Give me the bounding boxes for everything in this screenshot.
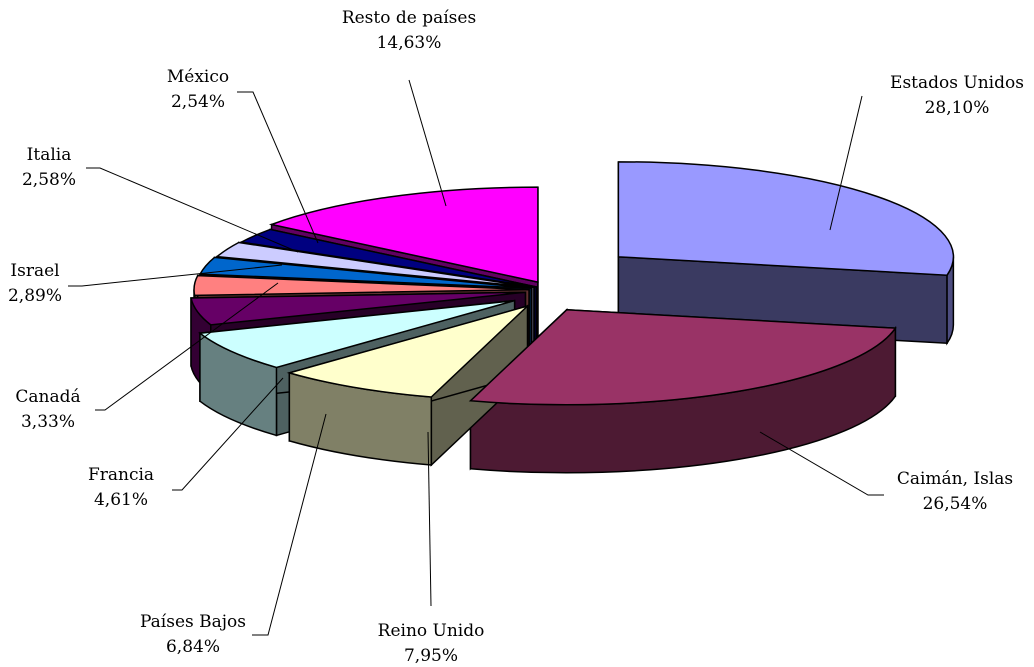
slice-labels: Estados Unidos 28,10% Caimán, Islas 26,54% R… bbox=[8, 8, 1024, 666]
slice-value-label: 26,54% bbox=[923, 494, 988, 514]
leader-line bbox=[172, 377, 284, 491]
slice-value-label: 6,84% bbox=[166, 637, 220, 657]
pie-slice-resto-de-pa-ses bbox=[268, 186, 539, 284]
slice-value-label: 7,95% bbox=[404, 646, 458, 666]
slice-label: Italia bbox=[27, 145, 72, 165]
leader-line bbox=[829, 95, 863, 231]
slice-label: Estados Unidos bbox=[890, 73, 1024, 93]
slice-label: Países Bajos bbox=[140, 612, 246, 632]
slice-label: México bbox=[167, 67, 229, 87]
slice-label: Israel bbox=[10, 261, 59, 281]
slice-value-label: 2,89% bbox=[8, 286, 62, 306]
slice-value-label: 2,54% bbox=[171, 92, 225, 112]
slice-label: Reino Unido bbox=[378, 621, 485, 641]
leader-line bbox=[252, 413, 327, 636]
leader-line bbox=[95, 282, 279, 411]
leader-line bbox=[237, 91, 319, 244]
pie-slice-italia bbox=[215, 241, 535, 289]
leader-lines bbox=[68, 79, 884, 636]
leader-line bbox=[427, 431, 432, 607]
slice-value-label: 14,63% bbox=[377, 33, 442, 53]
slice-value-label: 2,58% bbox=[22, 170, 76, 190]
slice-value-label: 4,61% bbox=[94, 490, 148, 510]
slice-label: Caimán, Islas bbox=[897, 469, 1013, 489]
pie-slice-israel bbox=[198, 256, 532, 289]
slice-value-label: 3,33% bbox=[21, 412, 75, 432]
pie-slice-caim-n-islas bbox=[468, 309, 897, 406]
slice-label: Francia bbox=[88, 465, 154, 485]
leader-line bbox=[86, 167, 299, 253]
pie-slice-canad- bbox=[193, 274, 530, 297]
leader-line bbox=[759, 431, 884, 496]
leader-line bbox=[408, 79, 447, 207]
pie-slice-estados-unidos bbox=[617, 161, 955, 276]
slice-label: Canadá bbox=[15, 387, 80, 407]
leader-line bbox=[68, 264, 283, 287]
pie-tops bbox=[190, 161, 955, 406]
pie-slice-reino-unido bbox=[286, 305, 529, 398]
slice-label: Resto de países bbox=[342, 8, 476, 28]
pie-slice-francia bbox=[190, 291, 526, 326]
pie-slice-pa-ses-bajos bbox=[198, 299, 515, 369]
slice-value-label: 28,10% bbox=[925, 98, 990, 118]
